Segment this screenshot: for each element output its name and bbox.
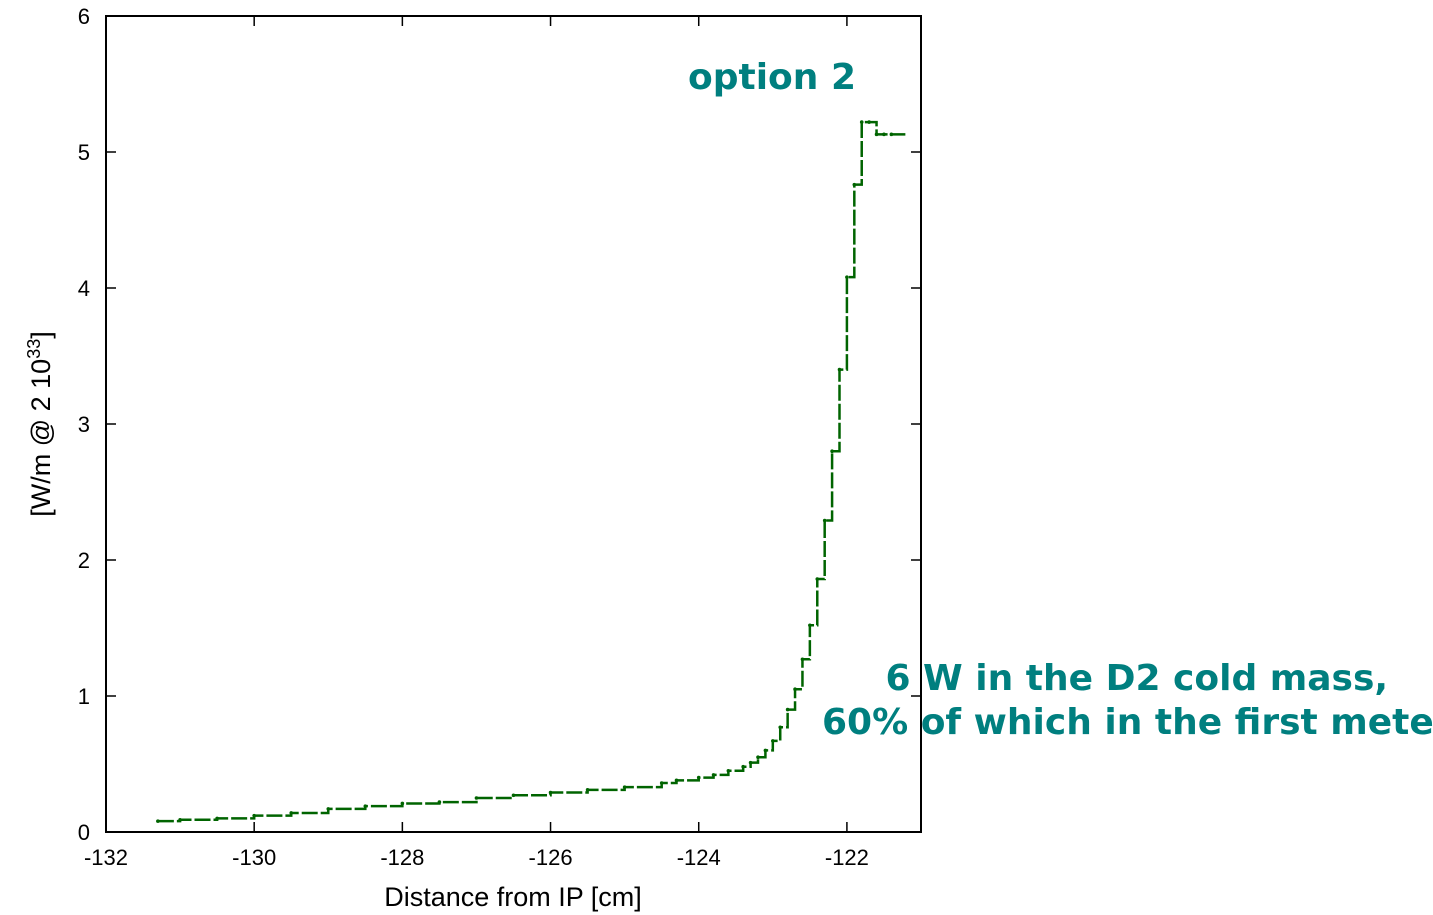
- data-point: [215, 816, 219, 821]
- annotation-summary-line2: 60% of which in the first meter: [822, 702, 1433, 743]
- data-point: [815, 577, 820, 581]
- data-point: [474, 796, 479, 800]
- x-tick-label: -130: [232, 845, 276, 870]
- y-axis-title-superscript: 33: [24, 339, 44, 359]
- data-point: [674, 778, 679, 783]
- data-point: [511, 793, 516, 798]
- data-point: [822, 518, 827, 523]
- y-axis-title: [W/m @ 2 1033]: [24, 331, 56, 517]
- x-tick-label: -132: [84, 845, 128, 870]
- data-point: [363, 804, 368, 808]
- data-point: [548, 790, 553, 795]
- data-point: [874, 132, 879, 137]
- data-point: [726, 769, 731, 773]
- x-tick-label: -124: [677, 845, 721, 870]
- data-point: [622, 785, 627, 789]
- data-point: [178, 817, 182, 822]
- x-tick-label: -128: [380, 845, 424, 870]
- series-layer: [156, 120, 906, 823]
- plot-frame: [105, 15, 922, 833]
- y-tick-label: 3: [78, 412, 90, 437]
- annotation-option: option 2: [688, 57, 856, 98]
- data-point: [889, 132, 894, 137]
- x-axis-title: Distance from IP [cm]: [384, 882, 642, 912]
- data-point: [711, 773, 716, 777]
- data-point: [437, 800, 442, 804]
- data-point: [778, 725, 783, 730]
- annotation-summary: 6 W in the D2 cold mass, 60% of which in…: [822, 657, 1433, 745]
- data-point: [808, 623, 812, 628]
- data-point: [867, 120, 871, 124]
- data-point: [156, 819, 160, 823]
- axis-ticks: [105, 15, 921, 833]
- data-point: [837, 367, 842, 372]
- data-point: [326, 807, 331, 811]
- y-tick-labels: 0 1 2 3 4 5 6: [78, 4, 90, 845]
- data-point: [785, 707, 790, 712]
- data-point: [659, 781, 664, 785]
- annotation-summary-line1: 6 W in the D2 cold mass,: [885, 658, 1389, 699]
- data-point: [696, 775, 701, 780]
- data-point: [741, 764, 745, 769]
- y-tick-label: 2: [78, 548, 90, 573]
- series-line: [157, 120, 906, 823]
- data-point: [852, 182, 857, 187]
- data-point: [800, 657, 805, 662]
- y-tick-label: 5: [78, 140, 90, 165]
- data-point: [585, 788, 590, 792]
- data-point: [882, 132, 886, 137]
- y-tick-label: 1: [78, 684, 90, 709]
- data-point: [400, 801, 405, 806]
- y-axis-title-main: [W/m @ 2 10: [26, 359, 56, 517]
- data-point: [830, 449, 834, 454]
- x-tick-label: -126: [529, 845, 573, 870]
- data-point: [845, 275, 849, 279]
- y-tick-label: 0: [78, 820, 90, 845]
- data-point: [763, 748, 768, 753]
- data-point: [748, 760, 753, 765]
- y-axis-title-end: ]: [26, 331, 56, 339]
- data-point: [859, 120, 864, 124]
- data-point: [771, 739, 775, 743]
- data-point: [756, 755, 760, 759]
- data-point: [252, 813, 256, 818]
- data-point: [289, 811, 294, 815]
- y-tick-label: 6: [78, 4, 90, 29]
- x-tick-label: -122: [825, 845, 869, 870]
- data-point: [793, 687, 797, 691]
- x-tick-labels: -132 -130 -128 -126 -124 -122: [84, 845, 869, 870]
- y-tick-label: 4: [78, 276, 90, 301]
